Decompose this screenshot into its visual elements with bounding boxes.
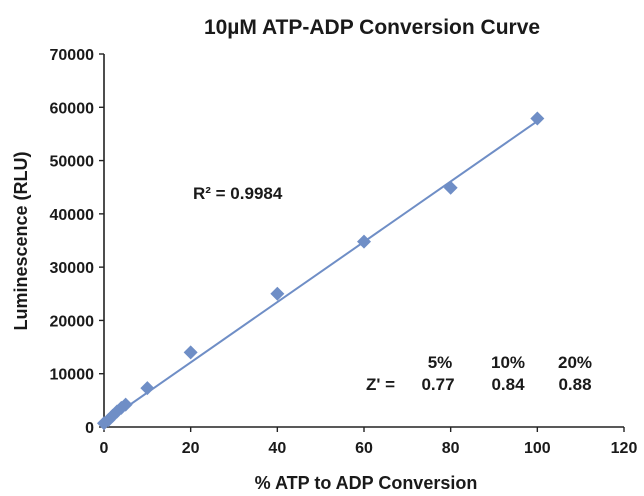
z-prime-value-10: 0.84	[491, 375, 525, 394]
data-point	[357, 234, 371, 249]
trendline-group	[103, 120, 538, 424]
x-tick-label: 80	[442, 440, 460, 457]
data-point	[270, 286, 285, 301]
z-prime-header-20: 20%	[558, 353, 592, 372]
data-point	[118, 397, 133, 412]
chart-title: 10µM ATP-ADP Conversion Curve	[204, 16, 540, 39]
data-point	[140, 381, 155, 396]
y-tick-label: 70000	[50, 47, 95, 64]
y-tick-label: 10000	[50, 367, 95, 384]
y-axis-title: Luminescence (RLU)	[11, 151, 31, 330]
x-tick-label: 120	[611, 440, 638, 457]
y-tick-label: 20000	[50, 313, 95, 330]
x-axis-title: % ATP to ADP Conversion	[255, 473, 478, 493]
z-prime-value-5: 0.77	[421, 375, 454, 394]
y-tick-label: 50000	[50, 154, 95, 171]
data-point	[530, 111, 545, 126]
trendline	[103, 120, 538, 424]
y-tick-label: 30000	[50, 260, 95, 277]
z-prime-header-5: 5%	[428, 353, 453, 372]
x-tick-label: 40	[268, 440, 286, 457]
r-squared-annotation: R² = 0.9984	[193, 184, 283, 203]
x-axis-ticks: 0 20 40 60 80 100 120	[100, 427, 638, 457]
z-prime-header-10: 10%	[491, 353, 525, 372]
x-tick-label: 60	[355, 440, 373, 457]
data-point	[183, 345, 198, 360]
x-tick-label: 100	[524, 440, 551, 457]
y-axis-ticks: 0 10000 20000 30000 40000 50000 60000 70000	[50, 47, 104, 437]
z-prime-label: Z' =	[366, 375, 395, 394]
data-points	[97, 111, 545, 431]
z-prime-value-20: 0.88	[558, 375, 591, 394]
y-tick-label: 60000	[50, 100, 95, 117]
data-point	[443, 180, 458, 195]
z-prime-table: Z' = 5% 10% 20% 0.77 0.84 0.88	[366, 353, 592, 394]
x-tick-label: 0	[100, 440, 109, 457]
y-tick-label: 40000	[50, 207, 95, 224]
y-tick-label: 0	[85, 420, 94, 437]
x-tick-label: 20	[182, 440, 200, 457]
